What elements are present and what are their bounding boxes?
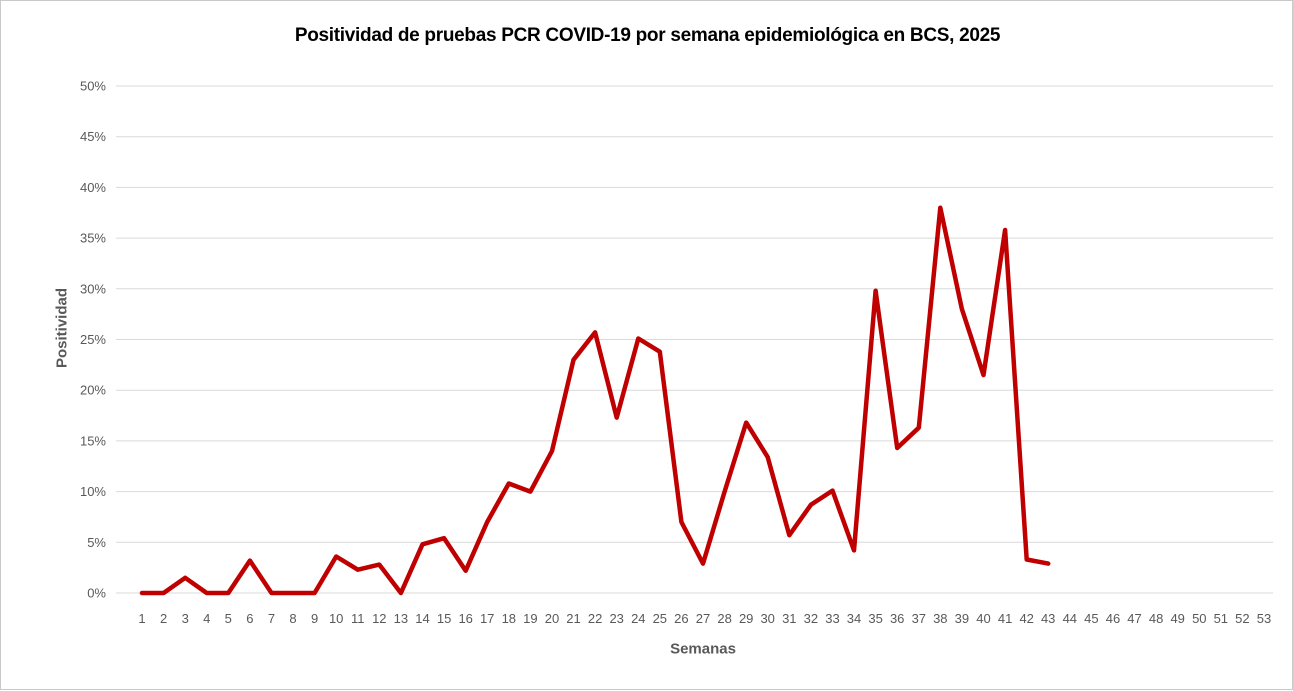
x-tick-label: 31 [782, 611, 796, 626]
x-tick-label: 10 [329, 611, 343, 626]
x-tick-label: 21 [566, 611, 580, 626]
y-tick-label: 45% [80, 129, 106, 144]
x-tick-label: 48 [1149, 611, 1163, 626]
x-tick-label: 12 [372, 611, 386, 626]
x-tick-label: 8 [289, 611, 296, 626]
x-tick-label: 34 [847, 611, 861, 626]
x-tick-label: 9 [311, 611, 318, 626]
x-tick-label: 45 [1084, 611, 1098, 626]
x-tick-label: 24 [631, 611, 645, 626]
x-tick-label: 16 [458, 611, 472, 626]
y-tick-label: 35% [80, 231, 106, 246]
x-tick-label: 20 [545, 611, 559, 626]
x-tick-label: 49 [1170, 611, 1184, 626]
y-tick-label: 5% [87, 535, 106, 550]
x-tick-label: 23 [609, 611, 623, 626]
x-tick-label: 39 [955, 611, 969, 626]
x-tick-label: 32 [804, 611, 818, 626]
x-tick-label: 26 [674, 611, 688, 626]
x-tick-label: 25 [653, 611, 667, 626]
x-tick-label: 33 [825, 611, 839, 626]
x-tick-label: 3 [182, 611, 189, 626]
x-tick-label: 5 [225, 611, 232, 626]
x-tick-label: 50 [1192, 611, 1206, 626]
x-tick-label: 35 [868, 611, 882, 626]
x-axis-title: Semanas [670, 640, 736, 658]
x-tick-label: 17 [480, 611, 494, 626]
x-tick-label: 11 [351, 611, 365, 626]
x-tick-label: 13 [394, 611, 408, 626]
x-tick-label: 2 [160, 611, 167, 626]
x-tick-label: 36 [890, 611, 904, 626]
x-tick-label: 27 [696, 611, 710, 626]
y-tick-label: 50% [80, 79, 106, 94]
chart-title: Positividad de pruebas PCR COVID-19 por … [294, 25, 1001, 46]
x-tick-label: 38 [933, 611, 947, 626]
x-tick-label: 28 [717, 611, 731, 626]
x-tick-label: 6 [246, 611, 253, 626]
y-tick-label: 0% [87, 586, 106, 601]
x-tick-label: 46 [1106, 611, 1120, 626]
y-tick-label: 15% [80, 433, 106, 448]
x-tick-label: 42 [1019, 611, 1033, 626]
x-tick-label: 37 [912, 611, 926, 626]
x-tick-label: 29 [739, 611, 753, 626]
y-tick-label: 20% [80, 383, 106, 398]
y-tick-label: 25% [80, 332, 106, 347]
x-tick-label: 22 [588, 611, 602, 626]
x-tick-label: 44 [1063, 611, 1077, 626]
x-tick-label: 30 [760, 611, 774, 626]
x-tick-label: 53 [1257, 611, 1271, 626]
y-tick-label: 40% [80, 180, 106, 195]
x-tick-label: 43 [1041, 611, 1055, 626]
y-axis-title: Positividad [53, 287, 71, 369]
x-tick-label: 40 [976, 611, 990, 626]
x-tick-label: 14 [415, 611, 429, 626]
x-tick-label: 41 [998, 611, 1012, 626]
x-tick-label: 47 [1127, 611, 1141, 626]
x-tick-label: 15 [437, 611, 451, 626]
x-tick-label: 7 [268, 611, 275, 626]
x-tick-label: 52 [1235, 611, 1249, 626]
x-tick-label: 19 [523, 611, 537, 626]
y-tick-label: 10% [80, 484, 106, 499]
x-tick-label: 18 [502, 611, 516, 626]
x-tick-label: 1 [138, 611, 145, 626]
y-tick-label: 30% [80, 281, 106, 296]
data-series-line [139, 205, 1051, 596]
x-tick-label: 4 [203, 611, 210, 626]
x-tick-label: 51 [1214, 611, 1228, 626]
